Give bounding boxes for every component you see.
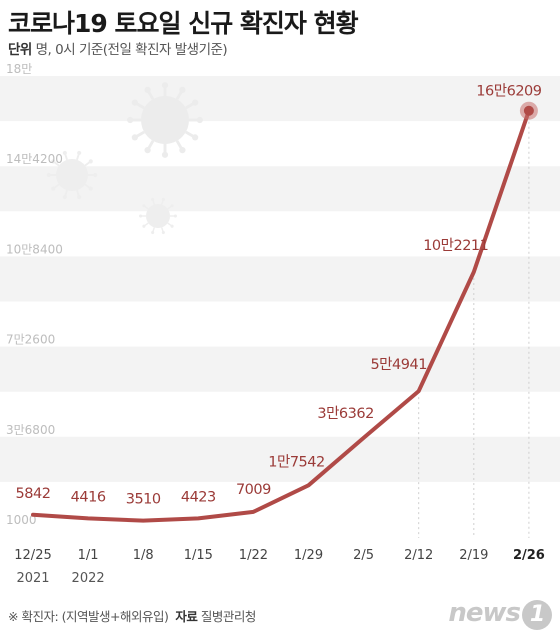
footnote: ※ 확진자: (지역발생+해외유입) 자료 질병관리청 [8, 606, 256, 625]
news1-logo: news 1 [448, 598, 552, 630]
grid-band [0, 256, 560, 302]
x-tick-label: 1/15 [184, 548, 213, 563]
x-tick-label: 2/12 [404, 548, 433, 563]
y-tick-label: 18만 [6, 62, 32, 76]
data-label: 4416 [71, 489, 106, 505]
x-tick-sublabel: 2022 [72, 571, 105, 586]
data-label: 1만7542 [268, 453, 324, 470]
subtitle: 단위 명, 0시 기준(전일 확진자 발생기준) [8, 38, 228, 58]
footnote-text: ※ 확진자: (지역발생+해외유입) [8, 609, 169, 624]
data-label: 5만4941 [370, 356, 426, 373]
y-tick-label: 1000 [6, 513, 37, 527]
grid-band [0, 436, 560, 482]
source-text: 질병관리청 [200, 609, 257, 624]
unit-text: 명, 0시 기준(전일 확진자 발생기준) [35, 42, 228, 58]
data-point [523, 105, 534, 116]
x-tick-label: 1/8 [133, 548, 154, 563]
grid-band [0, 346, 560, 392]
y-tick-label: 7만2600 [6, 333, 55, 347]
x-tick-label: 2/19 [459, 548, 488, 563]
data-label: 5842 [16, 486, 51, 502]
grid-band [0, 166, 560, 212]
series-line [31, 108, 531, 523]
virus-icon [46, 150, 98, 200]
data-label: 4423 [181, 489, 216, 505]
page-title: 코로나19 토요일 신규 확진자 현황 [8, 9, 359, 38]
logo-number: 1 [522, 600, 552, 630]
x-tick-label: 1/1 [78, 548, 99, 563]
x-tick-sublabel: 2021 [16, 571, 49, 586]
y-tick-label: 10만8400 [6, 242, 63, 256]
x-tick-label: 12/25 [14, 548, 51, 563]
data-label: 3만6362 [317, 405, 373, 422]
virus-icon [139, 197, 177, 235]
x-tick-label: 1/22 [239, 548, 268, 563]
x-tick-label: 2/26 [513, 548, 545, 563]
x-tick-label: 2/5 [353, 548, 374, 563]
y-tick-label: 14만4200 [6, 152, 63, 166]
x-tick-label: 1/29 [294, 548, 323, 563]
data-label: 10만2211 [423, 237, 488, 254]
source-label: 자료 [175, 609, 198, 624]
data-label: 7009 [236, 482, 271, 498]
grid-band [0, 76, 560, 122]
y-tick-label: 3만6800 [6, 423, 55, 437]
logo-text: news [448, 598, 521, 628]
virus-icon [127, 82, 203, 158]
data-label: 16만6209 [476, 83, 541, 100]
data-label: 3510 [126, 492, 161, 508]
unit-label: 단위 [8, 42, 32, 58]
